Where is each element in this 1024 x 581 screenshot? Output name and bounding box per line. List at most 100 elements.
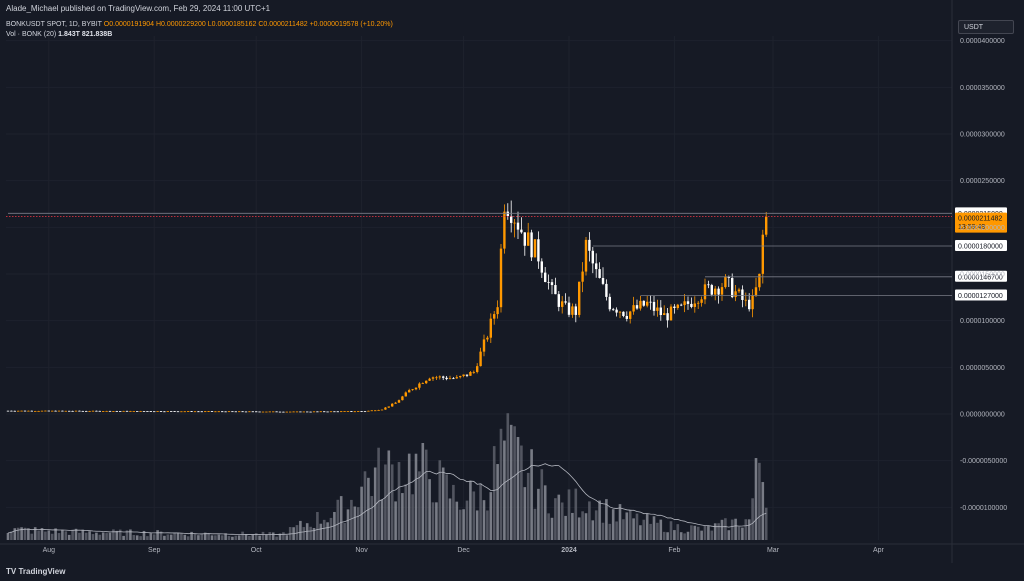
volume-bar [384, 464, 387, 540]
volume-bar [71, 529, 74, 540]
candle-body [751, 295, 754, 310]
volume-bar [662, 531, 666, 540]
candle-body [438, 376, 441, 378]
volume-bar [57, 533, 61, 540]
candle-body [64, 410, 67, 412]
candle-body [108, 410, 112, 412]
candle-body [642, 300, 645, 306]
volume-bar [598, 500, 601, 540]
volume-bar [319, 523, 323, 540]
volume-label[interactable]: Vol · BONK (20) [6, 31, 57, 38]
volume-bar [635, 513, 639, 540]
volume-bar [356, 507, 360, 540]
volume-bar [336, 499, 340, 540]
candle-body [170, 411, 173, 412]
candle-body [241, 411, 244, 413]
ohlc-values: O0.0000191904 H0.0000229200 L0.000018516… [103, 21, 393, 28]
candle-body [554, 285, 557, 295]
candle-body [510, 216, 513, 223]
candle-body [309, 411, 312, 413]
candle-body [448, 378, 452, 380]
volume-bar [387, 450, 391, 540]
candle-body [414, 387, 418, 390]
candle-body [204, 411, 207, 413]
volume-bar [61, 529, 64, 540]
volume-bar [554, 498, 557, 540]
volume-bar [268, 532, 272, 540]
currency-button[interactable]: USDT [958, 20, 1014, 34]
volume-bar [33, 527, 37, 540]
volume-bar [489, 492, 493, 540]
volume-bar [173, 532, 176, 540]
volume-bar [10, 531, 13, 540]
volume-bar [741, 527, 744, 540]
candle-body [278, 411, 282, 413]
volume-bar [411, 494, 414, 540]
volume-bar [401, 493, 404, 540]
volume-bar [560, 502, 564, 540]
time-tick-label: Feb [668, 547, 680, 554]
volume-bar [248, 536, 251, 540]
candle-body [329, 411, 333, 413]
volume-bar [526, 472, 530, 540]
candle-body [601, 278, 605, 284]
volume-bar [149, 533, 153, 540]
volume-bar [448, 498, 452, 540]
candle-body [591, 250, 594, 264]
candle-body [357, 411, 360, 413]
candle-body [489, 318, 492, 338]
volume-bar [224, 533, 227, 540]
candle-body [57, 410, 61, 412]
volume-bar [220, 535, 224, 540]
candle-body [44, 410, 47, 412]
candle-body [656, 307, 659, 311]
candle-body [299, 411, 302, 413]
volume-bar [322, 519, 326, 540]
candle-body [197, 411, 200, 413]
candle-body [367, 410, 370, 412]
volume-bar [754, 458, 758, 540]
volume-bar [67, 534, 71, 540]
volume-bar [360, 486, 363, 540]
time-tick-label: Mar [767, 547, 780, 554]
candle-body [163, 411, 166, 413]
candle-body [401, 396, 404, 401]
volume-bar [81, 529, 85, 540]
candle-body [588, 239, 591, 251]
price-tick-label: 0.0000250000 [960, 178, 1005, 185]
candle-body [632, 305, 635, 312]
tradingview-brand: TradingView [18, 567, 66, 576]
candle-body [486, 337, 489, 340]
volume-bar [666, 532, 669, 540]
candle-body [37, 410, 40, 412]
volume-bar [101, 532, 105, 540]
symbol-label[interactable]: BONKUSDT SPOT, 1D, BYBIT [6, 21, 102, 28]
volume-bar [567, 489, 571, 540]
volume-bar [764, 507, 768, 540]
time-tick-label: Aug [43, 547, 56, 554]
volume-bar [156, 530, 159, 540]
candle-body [183, 411, 186, 413]
candle-body [350, 411, 353, 412]
price-tick-label: 0.0000300000 [960, 132, 1005, 139]
candle-body [255, 411, 258, 413]
volume-bar [717, 523, 720, 540]
volume-bar [577, 517, 581, 540]
candle-body [612, 309, 615, 311]
candle-body [210, 411, 214, 412]
level-badge [955, 270, 1007, 282]
candle-body [737, 289, 741, 292]
volume-bar [125, 530, 129, 540]
tradingview-logo[interactable]: TV TradingView [6, 563, 65, 581]
candle-body [744, 299, 747, 301]
candle-body [6, 410, 10, 412]
tradingview-logo-icon: TV [6, 567, 19, 576]
volume-bar [346, 509, 350, 540]
candle-body [370, 410, 373, 412]
price-tick-label: -0.0000050000 [960, 458, 1007, 465]
volume-bar [329, 517, 333, 540]
candle-body [669, 306, 673, 321]
price-chart[interactable]: 0.00002150000.00001800000.00001467000.00… [0, 0, 1024, 563]
candle-body [513, 222, 516, 224]
candle-body [292, 411, 295, 413]
